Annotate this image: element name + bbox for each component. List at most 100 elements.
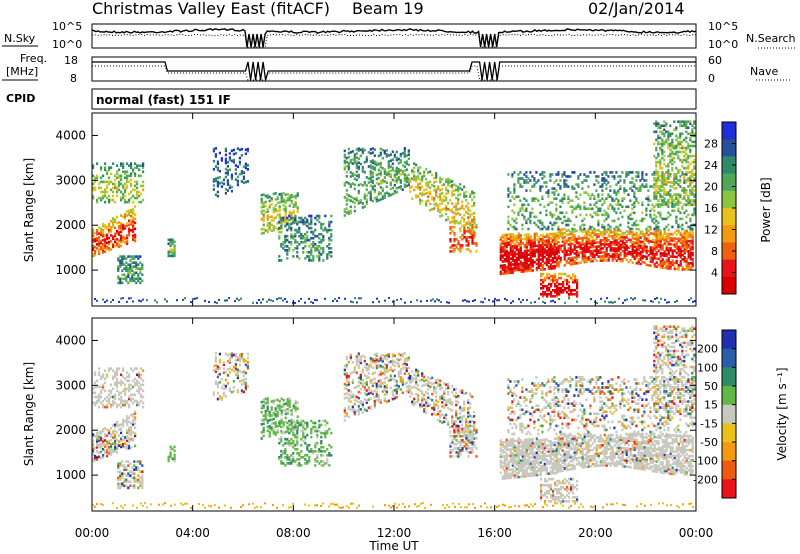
echo-cell <box>503 245 506 249</box>
nsky-trace <box>91 28 697 48</box>
echo-cell <box>141 470 144 473</box>
echo-cell <box>126 399 129 403</box>
echo-cell <box>124 214 127 218</box>
echo-cell <box>459 183 462 186</box>
echo-cell <box>542 272 545 276</box>
echo-cell <box>521 237 524 241</box>
echo-cell <box>513 269 516 272</box>
echo-cell <box>465 205 468 208</box>
echo-cell <box>568 297 570 300</box>
echo-cell <box>555 217 558 221</box>
echo-cell <box>677 253 680 257</box>
echo-cell <box>501 248 504 251</box>
echo-cell <box>129 267 132 270</box>
echo-cell <box>130 367 133 370</box>
echo-cell <box>459 193 462 196</box>
echo-cell <box>106 405 109 409</box>
echo-cell <box>663 128 666 132</box>
echo-cell <box>108 367 111 370</box>
echo-cell <box>555 236 558 239</box>
echo-cell <box>128 428 131 432</box>
echo-cell <box>282 198 285 201</box>
echo-cell <box>345 189 348 192</box>
echo-cell <box>122 194 125 198</box>
echo-cell <box>320 226 323 230</box>
echo-cell <box>173 254 176 258</box>
echo-cell <box>637 236 640 239</box>
echo-cell <box>545 239 548 242</box>
echo-cell <box>689 191 692 194</box>
echo-cell <box>316 214 319 218</box>
echo-cell <box>464 299 466 301</box>
echo-cell <box>537 244 540 247</box>
echo-cell <box>282 192 285 195</box>
echo-cell <box>667 234 670 238</box>
echo-cell <box>683 249 686 253</box>
echo-cell <box>359 199 362 202</box>
echo-cell <box>657 243 660 247</box>
echo-cell <box>171 248 174 252</box>
echo-cell <box>555 258 558 262</box>
echo-cell <box>262 213 265 217</box>
echo-cell <box>401 188 404 191</box>
echo-cell <box>106 180 109 184</box>
echo-cell <box>92 387 95 391</box>
echo-cell <box>537 250 540 253</box>
y-tick-label: 2000 <box>55 218 86 232</box>
echo-cell <box>118 444 121 447</box>
echo-cell <box>240 371 243 374</box>
echo-cell <box>613 241 616 244</box>
echo-cell <box>431 183 434 187</box>
echo-cell <box>123 464 126 467</box>
echo-cell <box>236 183 239 187</box>
echo-cell <box>343 161 346 165</box>
echo-cell <box>379 169 382 173</box>
echo-cell <box>575 255 578 259</box>
echo-cell <box>685 130 688 134</box>
echo-cell <box>615 251 618 254</box>
echo-cell <box>599 249 602 252</box>
echo-cell <box>353 153 356 156</box>
echo-cell <box>653 185 656 188</box>
echo-cell <box>611 231 614 234</box>
echo-cell <box>403 161 406 164</box>
echo-cell <box>102 448 105 451</box>
echo-cell <box>310 218 313 222</box>
echo-cell <box>673 187 676 190</box>
echo-cell <box>566 282 569 286</box>
echo-cell <box>537 258 540 261</box>
echo-cell <box>617 227 620 231</box>
echo-cell <box>228 389 231 393</box>
echo-cell <box>523 257 526 261</box>
echo-cell <box>463 213 466 217</box>
echo-cell <box>122 444 125 448</box>
echo-cell <box>135 255 138 258</box>
echo-cell <box>232 148 235 152</box>
echo-cell <box>286 257 289 260</box>
echo-cell <box>555 221 558 225</box>
echo-cell <box>544 301 546 304</box>
echo-cell <box>173 252 176 256</box>
echo-cell <box>627 221 630 225</box>
echo-cell <box>579 213 582 217</box>
echo-cell <box>308 297 310 300</box>
echo-cell <box>603 236 606 240</box>
echo-cell <box>541 247 544 251</box>
echo-cell <box>691 128 694 132</box>
echo-cell <box>443 199 446 202</box>
echo-cell <box>417 169 420 172</box>
echo-cell <box>119 464 122 467</box>
echo-cell <box>108 168 111 172</box>
colorbar-tick-label: 16 <box>704 202 718 215</box>
echo-cell <box>537 219 540 223</box>
echo-cell <box>131 277 134 281</box>
echo-cell <box>264 229 267 232</box>
echo-cell <box>363 160 366 164</box>
echo-cell <box>572 289 575 292</box>
echo-cell <box>465 221 468 225</box>
echo-cell <box>122 162 125 165</box>
echo-cell <box>521 227 524 231</box>
echo-cell <box>613 251 616 254</box>
echo-cell <box>499 236 502 239</box>
echo-cell <box>296 220 299 224</box>
